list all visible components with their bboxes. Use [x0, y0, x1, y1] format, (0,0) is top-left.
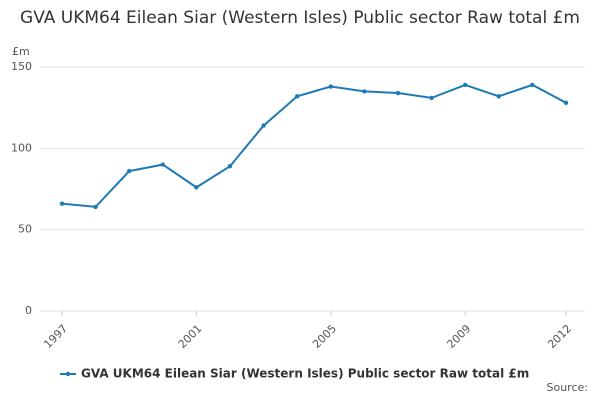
- point: [463, 82, 468, 88]
- x-tick-label: 2009: [444, 322, 473, 351]
- point: [429, 95, 434, 101]
- point: [59, 201, 65, 206]
- x-tick-label: 1997: [41, 322, 70, 351]
- point: [563, 100, 569, 105]
- x-tick-label: 2005: [310, 322, 339, 351]
- y-tick-label: 150: [11, 60, 32, 73]
- y-tick-label: 100: [11, 141, 32, 154]
- point: [93, 204, 98, 210]
- point: [194, 185, 199, 190]
- point: [261, 123, 266, 128]
- legend-marker: [65, 371, 71, 377]
- point: [362, 89, 367, 94]
- point: [227, 164, 233, 169]
- point: [530, 82, 535, 88]
- point: [496, 94, 501, 99]
- line: [61, 83, 567, 208]
- legend-label: GVA UKM64 Eilean Siar (Western Isles) Pu…: [81, 367, 529, 381]
- x-tick-label: 2001: [176, 322, 205, 351]
- y-tick-label: 0: [25, 304, 32, 317]
- point: [160, 162, 165, 167]
- y-axis-label: £m: [12, 45, 30, 58]
- point: [127, 168, 132, 174]
- source: Source:: [547, 381, 589, 394]
- point: [328, 84, 333, 89]
- point: [395, 90, 401, 96]
- x-tick-label: 2012: [545, 322, 574, 351]
- chart-title: GVA UKM64 Eilean Siar (Western Isles) Pu…: [20, 8, 580, 28]
- point: [295, 94, 300, 99]
- y-tick-label: 50: [18, 223, 32, 236]
